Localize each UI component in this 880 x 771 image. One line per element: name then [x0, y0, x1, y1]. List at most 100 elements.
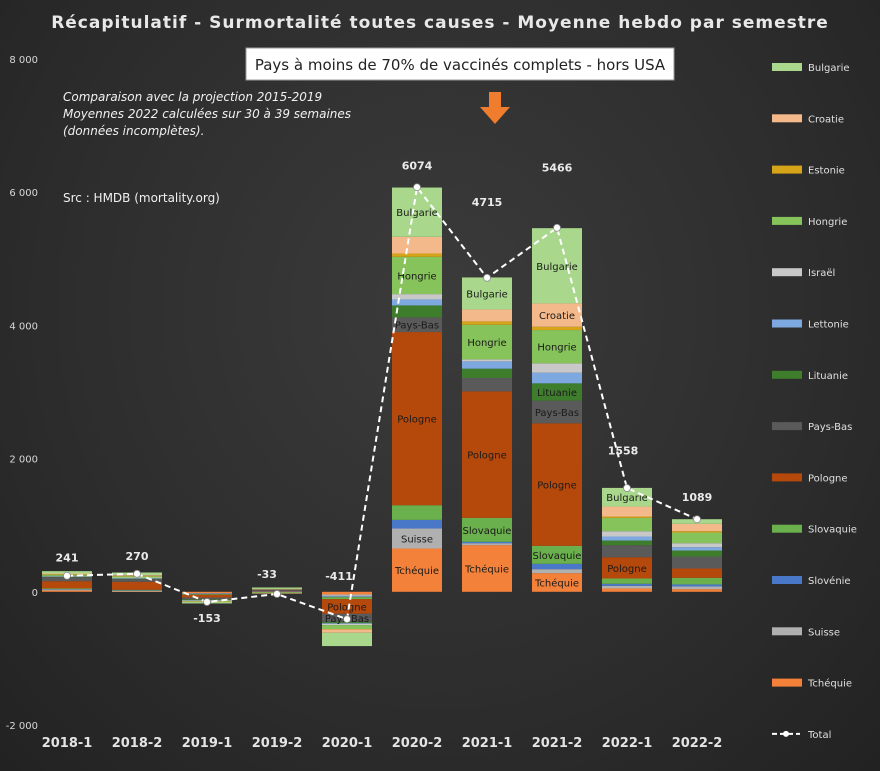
- segment-label-2022-1-bulgarie: Bulgarie: [606, 493, 648, 504]
- segment-label-2021-2-slovaquie: Slovaquie: [533, 551, 582, 562]
- bar-2022-2-lettonie: [672, 547, 722, 551]
- bar-2021-2-slovenie: [532, 563, 582, 570]
- source-note: Src : HMDB (mortality.org): [63, 191, 220, 205]
- legend-label-slovaquie: Slovaquie: [808, 525, 857, 536]
- segment-label-2021-2-bulgarie: Bulgarie: [536, 262, 578, 273]
- bar-2020-2-lituanie: [392, 305, 442, 318]
- segment-label-2020-2-pologne: Pologne: [397, 415, 437, 426]
- x-tick-label-2021-2: 2021-2: [532, 736, 583, 751]
- segment-label-2021-1-hongrie: Hongrie: [467, 338, 506, 349]
- bar-2019-2-pays-bas: [252, 588, 302, 591]
- y-tick-label-4: 0: [32, 588, 38, 599]
- bar-2022-2-pays-bas: [672, 556, 722, 569]
- bar-2021-1-slovaquie: [462, 517, 512, 542]
- bar-2020-2-slovaquie: [392, 505, 442, 520]
- bar-2020-1-slovaquie: [322, 597, 372, 600]
- bar-2022-2-hongrie: [672, 532, 722, 544]
- bar-2021-1-lituanie: [462, 368, 512, 379]
- legend-label-tchequie: Tchéquie: [807, 678, 852, 690]
- bar-2022-1-estonie: [602, 516, 652, 518]
- bar-2021-2-pologne: [532, 423, 582, 546]
- legend-label-pays-bas: Pays-Bas: [808, 422, 852, 433]
- bar-2021-1-lettonie: [462, 361, 512, 369]
- bar-2020-2-pays-bas: [392, 317, 442, 333]
- total-label-2021-1: 4715: [472, 196, 503, 209]
- total-point-2022-1: [623, 484, 631, 492]
- x-tick-label-2020-1: 2020-1: [322, 736, 373, 751]
- bars-layer: [42, 187, 722, 647]
- segment-label-2021-1-tchequie: Tchéquie: [464, 563, 509, 575]
- bar-2018-1-tchequie: [42, 590, 92, 592]
- bar-2022-1-suisse: [602, 585, 652, 589]
- bar-2021-1-slovenie: [462, 541, 512, 544]
- total-label-2021-2: 5466: [542, 161, 573, 174]
- segment-label-2020-1-pologne: Pologne: [327, 602, 367, 613]
- total-point-2020-1: [343, 615, 351, 624]
- bar-2021-2-hongrie: [532, 330, 582, 364]
- bar-2018-1-slovaquie: [42, 588, 92, 590]
- total-label-2019-1: -153: [193, 612, 221, 625]
- bar-2020-2-bulgarie: [392, 187, 442, 237]
- bar-2018-2-lettonie: [112, 578, 162, 579]
- legend-marker-total: [783, 730, 789, 737]
- bar-2019-2-bulgarie: [252, 587, 302, 589]
- bar-2022-2-slovenie: [672, 584, 722, 587]
- y-axis: 8 000 6 000 4 000 2 000 0 -2 000: [6, 55, 38, 732]
- x-tick-label-2022-2: 2022-2: [672, 736, 723, 751]
- x-tick-label-2019-2: 2019-2: [252, 736, 303, 751]
- bar-2020-1-pologne: [322, 599, 372, 614]
- total-point-2022-2: [693, 515, 701, 524]
- total-line: [66, 184, 698, 621]
- x-tick-label-2018-2: 2018-2: [112, 736, 163, 751]
- bar-2020-2-croatie: [392, 236, 442, 254]
- total-point-2019-2: [273, 590, 281, 598]
- bar-2020-1-israel: [322, 623, 372, 626]
- note-line-3: (données incomplètes).: [63, 124, 204, 138]
- bar-2021-2-suisse: [532, 569, 582, 574]
- bar-2021-1-israel: [462, 359, 512, 362]
- x-tick-label-2021-1: 2021-1: [462, 736, 513, 751]
- bar-2022-2-slovaquie: [672, 577, 722, 585]
- segment-label-2021-1-slovaquie: Slovaquie: [463, 526, 512, 537]
- x-tick-label-2019-1: 2019-1: [182, 736, 233, 751]
- bar-2019-1-slovenie: [182, 593, 232, 595]
- bar-2018-2-pays-bas: [112, 579, 162, 582]
- legend-swatch-lituanie: [772, 370, 802, 379]
- bar-2020-2-israel: [392, 294, 442, 300]
- total-label-2022-1: 1558: [608, 445, 639, 458]
- legend-label-croatie: Croatie: [808, 114, 844, 125]
- bar-2022-2-suisse: [672, 586, 722, 590]
- bar-2021-1-tchequie: [462, 545, 512, 592]
- bar-2018-2-israel: [112, 577, 162, 579]
- down-arrow-icon: [480, 92, 510, 124]
- bar-2020-1-hongrie: [322, 625, 372, 630]
- y-tick-label-3: 2 000: [9, 455, 38, 466]
- total-point-2019-1: [203, 598, 211, 606]
- legend-swatch-croatie: [772, 114, 802, 123]
- bar-2022-2-croatie: [672, 523, 722, 532]
- x-tick-label-2018-1: 2018-1: [42, 736, 93, 751]
- segment-label-2021-1-bulgarie: Bulgarie: [466, 289, 508, 300]
- bar-2018-1-suisse: [42, 589, 92, 591]
- bar-2020-1-bulgarie: [322, 632, 372, 647]
- legend-swatch-estonie: [772, 165, 802, 174]
- total-point-2020-2: [413, 183, 421, 192]
- bar-2022-1-hongrie: [602, 517, 652, 532]
- chart-title: Récapitulatif - Surmortalité toutes caus…: [51, 13, 829, 33]
- segment-label-2021-2-croatie: Croatie: [539, 311, 575, 322]
- total-label-2019-2: -33: [257, 568, 277, 581]
- bar-2020-2-suisse: [392, 528, 442, 549]
- segment-label-2021-1-pologne: Pologne: [467, 451, 507, 462]
- bar-2022-1-pays-bas: [602, 545, 652, 558]
- bar-2020-2-slovenie: [392, 519, 442, 529]
- total-point-2018-1: [63, 571, 71, 580]
- total-label-2018-1: 241: [56, 552, 79, 565]
- bar-2021-1-estonie: [462, 321, 512, 325]
- legend: Bulgarie Croatie Estonie Hongrie Israël Letto…: [772, 63, 857, 741]
- segment-label-2020-2-bulgarie: Bulgarie: [396, 208, 438, 219]
- bar-2020-2-pologne: [392, 332, 442, 506]
- bar-2021-2-lettonie: [532, 372, 582, 384]
- total-point-2018-2: [133, 569, 141, 578]
